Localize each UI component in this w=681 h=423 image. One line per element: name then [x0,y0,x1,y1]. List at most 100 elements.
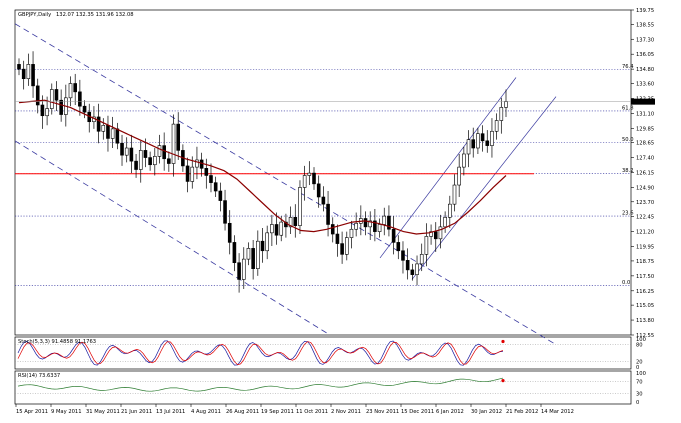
candle-body [396,242,401,252]
candle-body [363,218,368,228]
candle-body [288,217,293,228]
candle-body [195,159,199,168]
y-tick-label: 122.45 [636,215,654,221]
main-chart-frame [14,9,632,336]
candle-body [45,108,49,117]
candle-body [330,224,335,235]
candle-body [443,217,447,228]
candle-body [373,220,377,232]
y-tick-label: 115.05 [636,303,654,309]
y-tick-label: 127.40 [636,156,654,162]
y-tick-label: 121.20 [636,230,654,236]
candle-body [312,172,316,185]
candle-body [480,133,485,142]
fib-level-label: 76.4 [622,64,634,70]
candle-body [35,85,40,106]
y-tick-label: 138.55 [636,22,654,28]
candle-body [307,172,312,176]
candle-body [415,263,419,275]
candle-body [143,150,148,158]
candle-body [17,64,21,70]
candle-body [241,258,246,280]
x-tick-label: 11 Oct 2011 [296,409,328,415]
stoch-tick-label: 80 [636,343,643,349]
candle-body [185,165,190,182]
rsi-line [17,377,503,392]
candle-body [110,128,115,139]
candle-body [190,166,195,182]
y-tick-label: 133.60 [636,81,654,87]
candle-body [120,142,124,156]
candle-body [452,184,457,205]
rsi-label: RSI(14) 73.6337 [18,373,60,379]
y-tick-label: 128.65 [636,141,654,147]
candle-body [438,226,443,240]
y-tick-label: 116.25 [636,289,654,295]
last-price-label: 132.08 [633,100,651,106]
fib-level-label: 0.0 [622,280,630,286]
fib-level-label: 61.8 [622,105,634,111]
y-tick-label: 124.90 [636,185,654,191]
candle-body [223,200,227,224]
candle-body [209,175,213,183]
candle-body [106,125,110,139]
candle-body [101,125,106,132]
x-tick-label: 14 Mar 2012 [541,409,574,415]
candle-body [344,237,349,255]
candle-body [152,156,157,166]
candle-body [21,68,26,80]
candle-body [316,183,321,198]
rsi-panel-frame [14,370,632,405]
y-tick-label: 113.80 [636,318,654,324]
candle-body [167,158,171,164]
candle-body [138,150,143,170]
rsi-tick-label: 30 [636,391,643,397]
candle-body [129,147,134,162]
y-tick-label: 119.95 [636,245,654,251]
candle-body [26,64,31,80]
candle-body [40,104,45,117]
stoch-current-dot [501,339,505,344]
candle-body [382,215,387,225]
candle-body [391,228,396,243]
candle-body [237,262,241,280]
candle-body [54,89,59,101]
candle-body [349,228,354,238]
x-tick-label: 21 Feb 2012 [506,409,538,415]
symbol-label: GBPJPY,Daily [18,12,51,18]
candle-body [204,168,209,176]
candle-body [424,236,429,255]
x-tick-label: 6 Jan 2012 [436,409,464,415]
candle-body [68,83,73,99]
rsi-tick-label: 0 [636,400,639,406]
candle-body [471,139,476,149]
y-tick-label: 134.80 [636,67,654,73]
x-tick-label: 19 Sep 2011 [261,409,294,415]
candle-body [270,224,274,234]
candle-body [115,128,120,144]
candle-body [490,130,494,146]
x-tick-label: 9 May 2011 [51,409,82,415]
moving-average-line [18,99,507,235]
candle-body [246,248,251,260]
stoch-tick-label: 100 [636,337,646,343]
candle-body [31,64,35,87]
y-tick-label: 132.35 [636,96,654,102]
stoch-d-line [17,341,504,365]
candle-body [265,232,269,252]
candle-body [218,190,223,201]
candle-body [433,231,438,240]
candle-body [171,123,176,164]
x-tick-label: 26 Aug 2011 [226,409,259,415]
candle-body [448,203,452,218]
y-tick-label: 118.75 [636,259,654,265]
stoch-tick-label: 0 [636,365,639,371]
stoch-panel-frame [14,336,632,370]
candle-body [466,139,471,155]
candle-body [504,101,508,108]
candle-body [368,220,373,228]
candle-body [457,166,461,186]
candle-body [59,99,63,115]
